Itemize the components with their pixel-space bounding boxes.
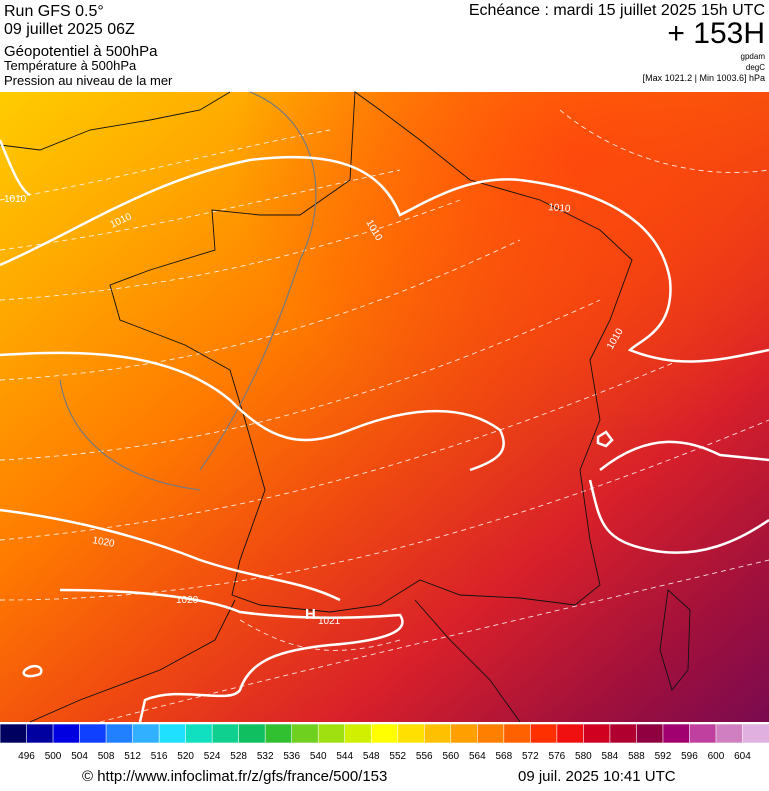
colorbar-label: 500 bbox=[45, 751, 62, 762]
colorbar-swatch bbox=[185, 723, 213, 744]
colorbar-label: 560 bbox=[442, 751, 459, 762]
run-date: 09 juillet 2025 06Z bbox=[4, 21, 135, 38]
colorbar-swatch bbox=[583, 723, 611, 744]
dashed-isotherms bbox=[0, 109, 769, 723]
contour-label: 1010 bbox=[548, 202, 572, 215]
run-label: Run GFS 0.5° bbox=[4, 3, 104, 20]
colorbar-swatch bbox=[52, 723, 81, 744]
colorbar-swatch bbox=[0, 723, 28, 744]
colorbar-swatch bbox=[238, 723, 266, 744]
colorbar-label: 592 bbox=[655, 751, 672, 762]
colorbar-label: 540 bbox=[310, 751, 327, 762]
colorbar-swatch bbox=[264, 723, 293, 744]
parameter-1: Géopotentiel à 500hPa bbox=[4, 43, 158, 60]
footer: © http://www.infoclimat.fr/z/gfs/france/… bbox=[82, 768, 676, 785]
colorbar-label: 588 bbox=[628, 751, 645, 762]
source-url: © http://www.infoclimat.fr/z/gfs/france/… bbox=[82, 768, 387, 785]
echeance: Echéance : mardi 15 juillet 2025 15h UTC bbox=[469, 2, 765, 19]
lead-time: + 153H bbox=[667, 17, 765, 50]
colorbar-swatch bbox=[211, 723, 240, 744]
temperature-field-overlay bbox=[0, 92, 769, 722]
pressure-contours bbox=[0, 139, 769, 723]
colorbar-swatch bbox=[742, 723, 769, 744]
colorbar-swatch bbox=[609, 723, 638, 744]
colorbar-label: 524 bbox=[204, 751, 221, 762]
colorbar-swatch bbox=[662, 723, 691, 744]
colorbar-swatch bbox=[291, 723, 320, 744]
colorbar-swatch bbox=[530, 723, 558, 744]
colorbar-swatch bbox=[556, 723, 585, 744]
colorbar-label: 584 bbox=[602, 751, 619, 762]
colorbar-label: 556 bbox=[416, 751, 433, 762]
colorbar-label: 504 bbox=[71, 751, 88, 762]
pressure-extremes: [Max 1021.2 | Min 1003.6] hPa bbox=[643, 73, 765, 83]
colorbar-label: 604 bbox=[734, 751, 751, 762]
colorbar-label: 552 bbox=[389, 751, 406, 762]
colorbar-label: 544 bbox=[336, 751, 353, 762]
colorbar-swatch bbox=[26, 723, 54, 744]
colorbar-label: 548 bbox=[363, 751, 380, 762]
colorbar-label: 596 bbox=[681, 751, 698, 762]
colorbar-swatch bbox=[715, 723, 744, 744]
colorbar-swatch bbox=[344, 723, 373, 744]
colorbar-label: 564 bbox=[469, 751, 486, 762]
timestamp: 09 juil. 2025 10:41 UTC bbox=[518, 768, 676, 785]
header: Run GFS 0.5° 09 juillet 2025 06Z Géopote… bbox=[4, 2, 765, 88]
contour-label: 1020 bbox=[91, 535, 115, 550]
colorbar-swatch bbox=[370, 723, 399, 744]
colorbar-swatch bbox=[317, 723, 346, 744]
colorbar-swatch bbox=[503, 723, 532, 744]
colorbar-swatch bbox=[397, 723, 426, 744]
colorbar-label: 512 bbox=[124, 751, 141, 762]
colorbar-label: 508 bbox=[98, 751, 115, 762]
parameter-3: Pression au niveau de la mer bbox=[4, 73, 173, 88]
high-pressure-marker: H bbox=[305, 606, 316, 623]
colorbar-label: 532 bbox=[257, 751, 274, 762]
unit-temperature: degC bbox=[746, 63, 765, 72]
colorbar-swatch bbox=[105, 723, 134, 744]
colorbar-label: 528 bbox=[230, 751, 247, 762]
colorbar-label: 496 bbox=[18, 751, 35, 762]
unit-geopotential: gpdam bbox=[741, 52, 766, 61]
colorbar-label: 580 bbox=[575, 751, 592, 762]
parameter-2: Température à 500hPa bbox=[4, 58, 137, 73]
colorbar-label: 536 bbox=[283, 751, 300, 762]
colorbar-label: 600 bbox=[708, 751, 725, 762]
coastlines bbox=[0, 91, 691, 723]
colorbar-label: 572 bbox=[522, 751, 539, 762]
colorbar-label: 520 bbox=[177, 751, 194, 762]
colorbar-swatch bbox=[79, 723, 107, 744]
colorbar-swatch bbox=[158, 723, 187, 744]
contour-label: 1020 bbox=[176, 595, 199, 606]
contour-label: 1010 bbox=[4, 194, 27, 205]
colorbar: 496 500 504 508 512 516 520 524 528 532 536 540 544 5… bbox=[0, 723, 769, 762]
isobars-grey bbox=[59, 91, 317, 491]
colorbar-label: 576 bbox=[549, 751, 566, 762]
colorbar-swatch bbox=[423, 723, 452, 744]
colorbar-label: 516 bbox=[151, 751, 168, 762]
colorbar-swatch bbox=[689, 723, 717, 744]
colorbar-label: 568 bbox=[495, 751, 512, 762]
contour-label: 1021 bbox=[318, 616, 341, 627]
colorbar-swatch bbox=[132, 723, 160, 744]
colorbar-swatch bbox=[636, 723, 664, 744]
colorbar-swatch bbox=[477, 723, 505, 744]
colorbar-swatch bbox=[450, 723, 479, 744]
